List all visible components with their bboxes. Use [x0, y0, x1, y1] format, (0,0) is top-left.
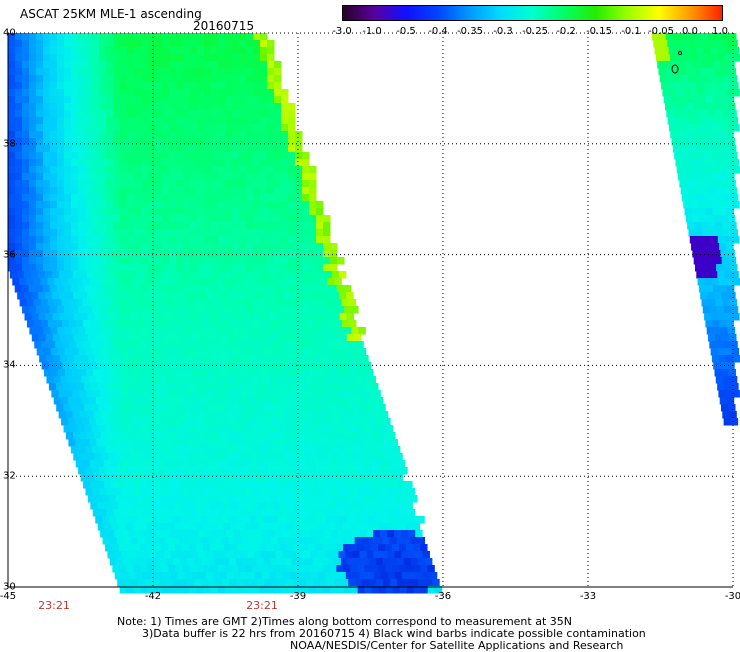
latitude-tick: 38 — [3, 138, 16, 150]
contamination-marker — [677, 50, 683, 56]
color-scale-label: -3.0 — [332, 26, 352, 37]
color-scale-label: -0.2 — [556, 26, 576, 37]
latitude-tick: 32 — [3, 470, 16, 482]
longitude-tick: -33 — [579, 591, 597, 602]
contamination-marker — [671, 64, 679, 74]
product-title: ASCAT 25KM MLE-1 ascending — [20, 7, 202, 21]
latitude-tick: 40 — [3, 27, 16, 39]
longitude-tick: -39 — [289, 591, 307, 602]
note-line-2: 3)Data buffer is 22 hrs from 20160715 4)… — [142, 627, 646, 640]
longitude-tick: -45 — [0, 591, 17, 602]
longitude-tick: -36 — [434, 591, 452, 602]
product-date: 20160715 — [193, 19, 255, 33]
color-scale-bar — [342, 5, 723, 21]
color-scale-label: 0.0 — [682, 26, 698, 37]
pass-time-center: 23:21 — [246, 599, 278, 612]
pass-time-left: 23:21 — [38, 599, 70, 612]
color-scale-label: -0.4 — [428, 26, 448, 37]
note-line-3: NOAA/NESDIS/Center for Satellite Applica… — [290, 639, 624, 652]
color-scale-label: -1.0 — [362, 26, 382, 37]
latitude-tick: 34 — [3, 359, 16, 371]
latitude-tick: 30 — [3, 581, 16, 593]
longitude-tick: -30 — [724, 591, 740, 602]
color-scale-label: -0.1 — [621, 26, 641, 37]
color-scale-label: -0.5 — [396, 26, 416, 37]
color-scale-label: -0.05 — [648, 26, 674, 37]
note-line-1: Note: 1) Times are GMT 2)Times along bot… — [117, 615, 572, 628]
longitude-tick: -42 — [144, 591, 162, 602]
color-scale-label: 1.0 — [712, 26, 728, 37]
latitude-tick: 36 — [3, 249, 16, 261]
color-scale-label: -0.35 — [457, 26, 483, 37]
swath-pixels — [8, 33, 740, 594]
color-scale-label: -0.3 — [493, 26, 513, 37]
color-scale-label: -0.25 — [522, 26, 548, 37]
color-scale-label: -0.15 — [586, 26, 612, 37]
